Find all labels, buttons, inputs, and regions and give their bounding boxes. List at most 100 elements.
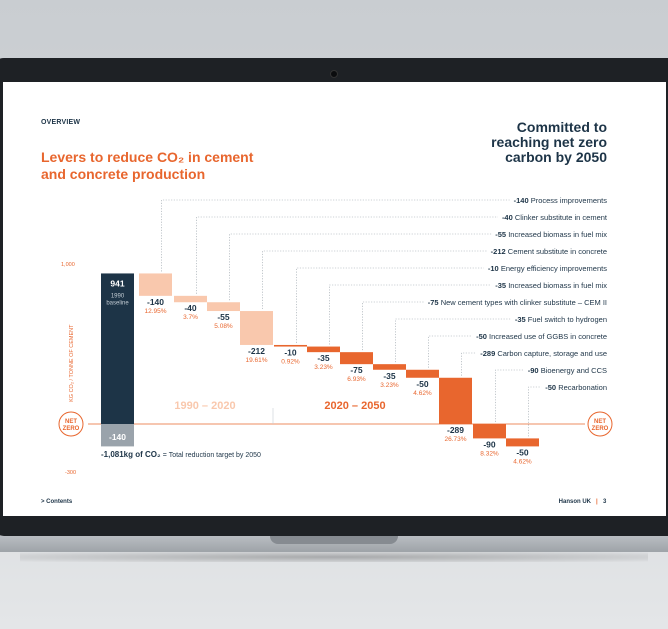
bar-baseline bbox=[101, 273, 134, 424]
lever-value: -10 bbox=[488, 264, 501, 273]
lever-list-item: -50 Recarbonation bbox=[545, 383, 607, 392]
lever-name: Increased use of GGBS in concrete bbox=[489, 332, 607, 341]
bar-value-label: -50 bbox=[516, 447, 529, 457]
bar-lever bbox=[406, 369, 439, 378]
bar-value-label: -289 bbox=[447, 425, 464, 435]
lever-leader-line bbox=[196, 216, 498, 294]
lever-name: Carbon capture, storage and use bbox=[497, 349, 607, 358]
lever-value: -55 bbox=[495, 230, 508, 239]
lever-leader-line bbox=[461, 352, 477, 376]
lever-list-item: -40 Clinker substitute in cement bbox=[502, 213, 608, 222]
commit-line-3: carbon by 2050 bbox=[505, 149, 607, 165]
webcam-icon bbox=[330, 70, 338, 78]
bar-value-label: -40 bbox=[184, 303, 197, 313]
bar-pct-label: 12.95% bbox=[144, 308, 166, 315]
lever-list-item: -212 Cement substitute in concrete bbox=[491, 247, 607, 256]
lever-value: -40 bbox=[502, 213, 515, 222]
bar-baseline-sub: baseline bbox=[106, 300, 129, 306]
lever-name: Increased biomass in fuel mix bbox=[508, 230, 607, 239]
lever-value: -35 bbox=[515, 315, 528, 324]
footer-divider: | bbox=[596, 499, 598, 505]
bar-pct-label: 3.23% bbox=[380, 382, 399, 389]
lever-value: -90 bbox=[528, 366, 541, 375]
lever-list-item: -55 Increased biomass in fuel mix bbox=[495, 230, 607, 239]
section-label: OVERVIEW bbox=[41, 119, 80, 126]
lever-name: Clinker substitute in cement bbox=[515, 213, 608, 222]
lever-name: Recarbonation bbox=[558, 383, 607, 392]
bar-lever bbox=[139, 273, 172, 296]
lever-value: -35 bbox=[495, 281, 508, 290]
bar-baseline-sub: 1990 bbox=[111, 293, 125, 299]
bar-value-label: -35 bbox=[317, 353, 330, 363]
laptop-shadow bbox=[20, 552, 648, 562]
lever-leader-line bbox=[362, 301, 424, 351]
waterfall-chart: OVERVIEW Levers to reduce CO₂ in cement … bbox=[41, 119, 613, 505]
lever-list-item: -35 Increased biomass in fuel mix bbox=[495, 281, 607, 290]
net-zero-label: ZERO bbox=[63, 426, 80, 432]
bar-pct-label: 3.23% bbox=[314, 364, 333, 371]
bar-pct-label: 4.62% bbox=[413, 390, 432, 397]
chart-title-line-1: Levers to reduce CO₂ in cement bbox=[41, 149, 254, 165]
footer-brand: Hanson UK bbox=[559, 499, 592, 505]
bar-value-label: -75 bbox=[350, 365, 363, 375]
net-zero-label: ZERO bbox=[592, 426, 609, 432]
bar-lever bbox=[340, 352, 373, 365]
lever-list-item: -90 Bioenergy and CCS bbox=[528, 366, 607, 375]
bar-pct-label: 6.93% bbox=[347, 376, 366, 383]
lever-name: Fuel switch to hydrogen bbox=[528, 315, 607, 324]
bar-pct-label: 3.7% bbox=[183, 314, 198, 321]
lever-leader-line bbox=[161, 199, 510, 272]
page-number: 3 bbox=[603, 499, 607, 505]
lever-value: -75 bbox=[428, 298, 441, 307]
lever-list-item: -50 Increased use of GGBS in concrete bbox=[476, 332, 607, 341]
bar-lever bbox=[373, 364, 406, 370]
y-tick-label: 1,000 bbox=[61, 262, 75, 268]
laptop-notch bbox=[270, 536, 398, 544]
bar-end-label: -140 bbox=[109, 432, 126, 442]
bar-baseline-label: 941 bbox=[110, 278, 124, 288]
bar-lever bbox=[439, 377, 472, 424]
lever-list-item: -75 New cement types with clinker substi… bbox=[428, 298, 607, 307]
lever-list-item: -289 Carbon capture, storage and use bbox=[480, 349, 607, 358]
bar-pct-label: 4.62% bbox=[513, 458, 532, 465]
period-label: 1990 – 2020 bbox=[174, 400, 235, 412]
bar-value-label: -10 bbox=[284, 348, 297, 358]
lever-leader-line bbox=[229, 233, 492, 301]
net-zero-label: NET bbox=[594, 419, 606, 425]
bar-lever bbox=[207, 302, 240, 312]
lever-name: Process improvements bbox=[531, 196, 608, 205]
contents-link[interactable]: > Contents bbox=[41, 499, 73, 505]
bar-value-label: -140 bbox=[147, 297, 164, 307]
lever-leader-line bbox=[428, 335, 473, 368]
bar-value-label: -35 bbox=[383, 371, 396, 381]
lever-value: -50 bbox=[545, 383, 558, 392]
bar-lever bbox=[174, 295, 207, 303]
bar-value-label: -55 bbox=[217, 312, 230, 322]
bar-pct-label: 5.08% bbox=[214, 323, 233, 330]
commit-line-1: Committed to bbox=[517, 119, 607, 135]
bar-lever bbox=[506, 438, 539, 447]
lever-name: Cement substitute in concrete bbox=[508, 247, 607, 256]
lever-value: -289 bbox=[480, 349, 497, 358]
total-value: -1,081kg of CO₂ bbox=[101, 450, 163, 459]
lever-value: -212 bbox=[491, 247, 508, 256]
bar-lever bbox=[240, 311, 273, 345]
bar-lever bbox=[274, 344, 307, 347]
bar-pct-label: 26.73% bbox=[444, 436, 466, 443]
bar-pct-label: 0.92% bbox=[281, 359, 300, 366]
lever-name: Energy efficiency improvements bbox=[501, 264, 607, 273]
lever-leader-line bbox=[528, 386, 542, 437]
lever-list-item: -35 Fuel switch to hydrogen bbox=[515, 315, 607, 324]
total-reduction: -1,081kg of CO₂ = Total reduction target… bbox=[101, 450, 261, 459]
bar-value-label: -212 bbox=[248, 346, 265, 356]
bar-pct-label: 8.32% bbox=[480, 450, 499, 457]
total-desc: = Total reduction target by 2050 bbox=[163, 452, 261, 459]
lever-list-item: -140 Process improvements bbox=[514, 196, 608, 205]
bar-value-label: -90 bbox=[483, 439, 496, 449]
bar-lever bbox=[473, 424, 506, 439]
lever-leader-line bbox=[495, 369, 524, 422]
period-label: 2020 – 2050 bbox=[324, 400, 385, 412]
lever-name: Increased biomass in fuel mix bbox=[508, 281, 607, 290]
lever-leader-line bbox=[329, 284, 492, 345]
bar-value-label: -50 bbox=[416, 379, 429, 389]
